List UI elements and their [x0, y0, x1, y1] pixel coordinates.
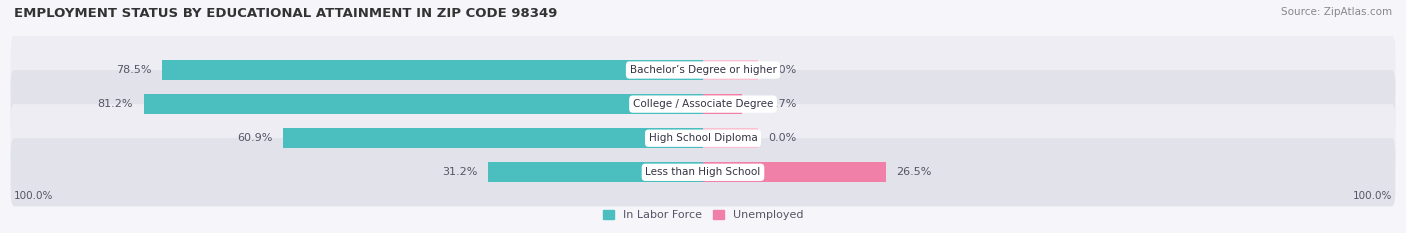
Text: 31.2%: 31.2%: [443, 167, 478, 177]
Bar: [703, 94, 742, 114]
Text: High School Diploma: High School Diploma: [648, 133, 758, 143]
Bar: [488, 162, 703, 182]
Text: 100.0%: 100.0%: [1353, 191, 1392, 201]
Text: 0.0%: 0.0%: [769, 65, 797, 75]
Text: Less than High School: Less than High School: [645, 167, 761, 177]
Text: 100.0%: 100.0%: [14, 191, 53, 201]
Text: 78.5%: 78.5%: [117, 65, 152, 75]
Bar: [162, 60, 703, 80]
FancyBboxPatch shape: [11, 104, 1395, 172]
Text: Bachelor’s Degree or higher: Bachelor’s Degree or higher: [630, 65, 776, 75]
Bar: [703, 162, 886, 182]
Text: 26.5%: 26.5%: [896, 167, 931, 177]
Text: 0.0%: 0.0%: [769, 133, 797, 143]
Bar: [703, 128, 758, 148]
Text: Source: ZipAtlas.com: Source: ZipAtlas.com: [1281, 7, 1392, 17]
Text: 81.2%: 81.2%: [98, 99, 134, 109]
FancyBboxPatch shape: [11, 70, 1395, 138]
Text: EMPLOYMENT STATUS BY EDUCATIONAL ATTAINMENT IN ZIP CODE 98349: EMPLOYMENT STATUS BY EDUCATIONAL ATTAINM…: [14, 7, 557, 20]
Legend: In Labor Force, Unemployed: In Labor Force, Unemployed: [598, 206, 808, 225]
Text: College / Associate Degree: College / Associate Degree: [633, 99, 773, 109]
FancyBboxPatch shape: [11, 138, 1395, 206]
FancyBboxPatch shape: [11, 36, 1395, 104]
Text: 60.9%: 60.9%: [238, 133, 273, 143]
Text: 5.7%: 5.7%: [769, 99, 797, 109]
Bar: [143, 94, 703, 114]
Bar: [703, 60, 758, 80]
Bar: [284, 128, 703, 148]
